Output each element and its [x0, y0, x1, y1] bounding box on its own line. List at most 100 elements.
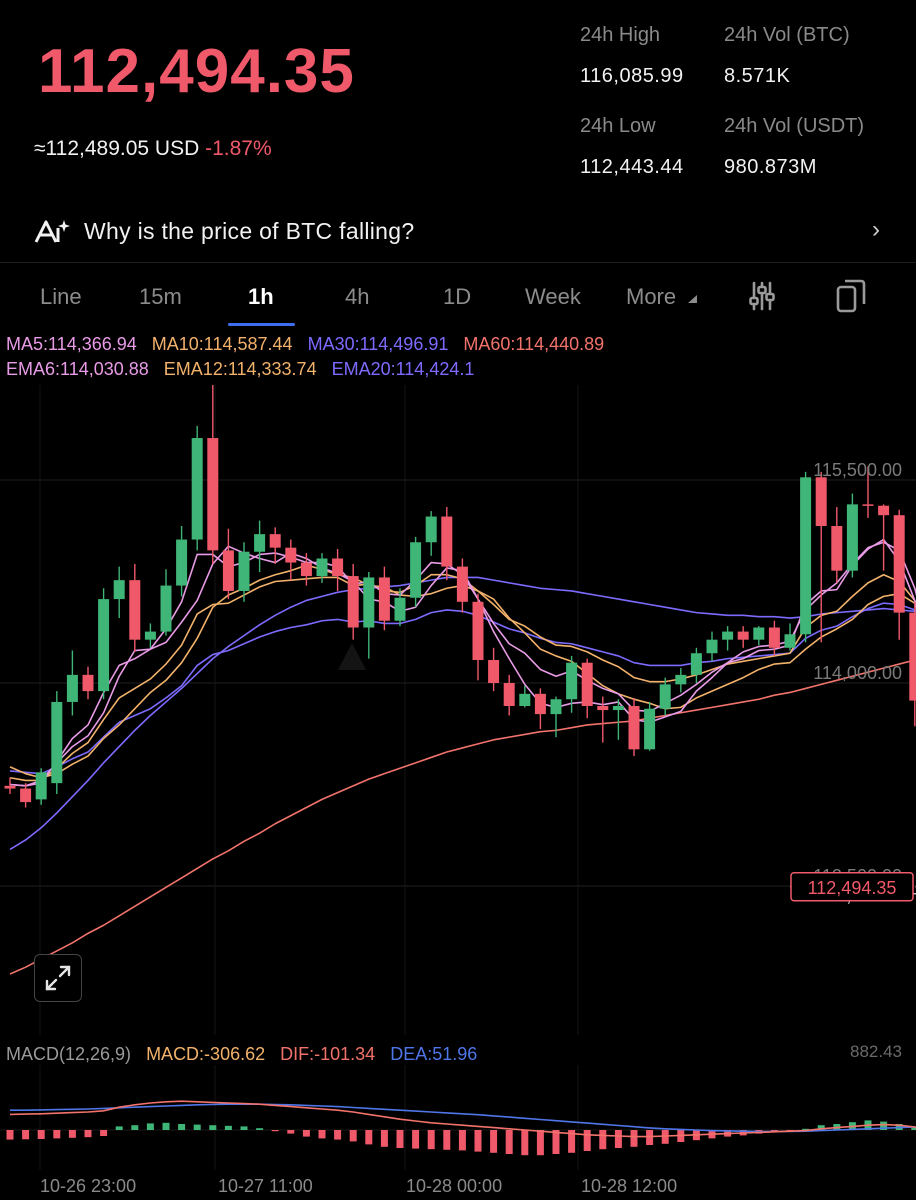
copy-icon[interactable]	[835, 278, 867, 314]
candle	[737, 626, 749, 648]
ema6-value: EMA6:114,030.88	[6, 359, 149, 379]
macd-histogram-bar	[209, 1125, 217, 1130]
macd-histogram-bar	[302, 1130, 310, 1137]
candle	[160, 569, 172, 636]
macd-histogram-bar	[521, 1130, 529, 1156]
ema6-line	[9, 538, 916, 787]
active-tab-indicator	[228, 323, 295, 326]
macd-histogram-bar	[490, 1130, 498, 1153]
divider	[0, 262, 916, 263]
vol-btc-value: 8.571K	[724, 65, 791, 87]
candle-body	[441, 516, 453, 567]
last-price-tag-label: 112,494.35	[808, 878, 897, 898]
macd-chart[interactable]	[0, 1065, 916, 1170]
candle	[893, 509, 905, 640]
tab-15m[interactable]: 15m	[139, 284, 182, 309]
candle	[784, 623, 796, 651]
candle-body	[706, 639, 718, 654]
macd-histogram-bar	[193, 1124, 201, 1130]
candle-body	[597, 706, 609, 711]
tab-1d[interactable]: 1D	[443, 284, 472, 309]
dea-value: DEA:51.96	[390, 1044, 478, 1064]
x-tick-label: 10-28 12:00	[581, 1176, 678, 1196]
chevron-right-icon: ›	[872, 216, 880, 243]
candle	[862, 466, 874, 518]
candle-body	[191, 438, 203, 540]
candle-body	[909, 612, 916, 701]
tab-week[interactable]: Week	[525, 284, 581, 309]
fullscreen-button[interactable]	[34, 954, 82, 1002]
y-tick-label: 114,000.00	[813, 663, 902, 683]
x-tick-label: 10-26 23:00	[40, 1176, 137, 1196]
candle	[347, 563, 359, 640]
x-tick-label: 10-27 11:00	[218, 1176, 313, 1196]
ai-sparkle-icon	[34, 220, 70, 243]
macd-legend: MACD(12,26,9) MACD:-306.62 DIF:-101.34 D…	[6, 1044, 477, 1065]
candle-body	[534, 693, 546, 715]
usd-approx-value: ≈112,489.05	[34, 137, 150, 160]
candle-body	[644, 708, 656, 750]
candle-body	[82, 674, 94, 692]
candle	[472, 593, 484, 681]
macd-histogram-bar	[37, 1130, 45, 1139]
tab-1h[interactable]: 1h	[248, 284, 274, 309]
x-axis: 10-26 23:00 10-27 11:00 10-28 00:00 10-2…	[0, 1165, 916, 1200]
candle	[597, 696, 609, 743]
candle	[503, 674, 515, 716]
candle	[659, 677, 671, 716]
candle-body	[753, 627, 765, 640]
macd-histogram-bar	[6, 1130, 14, 1140]
candle	[207, 385, 219, 564]
macd-histogram-bar	[178, 1124, 186, 1130]
macd-histogram-bar	[256, 1128, 264, 1130]
candle-body	[254, 534, 266, 552]
candle-body	[66, 674, 78, 702]
candle	[722, 626, 734, 651]
candle-body	[222, 550, 234, 591]
candle	[98, 588, 110, 700]
ma10-value: MA10:114,587.44	[151, 334, 293, 354]
last-price-tag	[790, 872, 914, 902]
high-24h-label: 24h High	[580, 24, 661, 46]
candle-body	[4, 785, 16, 789]
candle-body	[737, 631, 749, 640]
candle	[534, 688, 546, 730]
candle-body	[347, 576, 359, 628]
candle	[768, 620, 780, 656]
candle	[456, 558, 468, 613]
indicator-settings-icon[interactable]	[748, 280, 776, 312]
ai-question-label: Why is the price of BTC falling?	[84, 218, 415, 244]
ma60-value: MA60:114,440.89	[463, 334, 605, 354]
macd-histogram-bar	[474, 1130, 482, 1152]
candle	[831, 507, 843, 583]
candle-body	[488, 659, 500, 683]
macd-histogram-bar	[802, 1128, 810, 1130]
candle-body	[269, 534, 281, 548]
macd-histogram-bar	[412, 1130, 420, 1149]
ma60-line	[9, 658, 916, 975]
change-percent: -1.87%	[205, 137, 272, 160]
macd-histogram-bar	[817, 1125, 825, 1130]
tab-line[interactable]: Line	[40, 284, 82, 309]
candle-body	[472, 601, 484, 660]
candle-body	[503, 683, 515, 707]
candle-body	[394, 597, 406, 621]
candle-body	[690, 653, 702, 675]
candle	[800, 471, 812, 643]
candle	[394, 588, 406, 627]
candle	[425, 511, 437, 556]
candle	[363, 572, 375, 659]
tab-4h[interactable]: 4h	[345, 284, 370, 309]
candle-body	[300, 562, 312, 577]
ai-price-insight-row[interactable]: Why is the price of BTC falling? ›	[34, 212, 884, 252]
candlestick-chart[interactable]: 115,500.00114,000.00112,500.00116,399.99…	[0, 385, 916, 1035]
candle	[113, 566, 125, 619]
macd-scale-top: 882.43	[850, 1042, 902, 1061]
candle-body	[456, 566, 468, 602]
tab-more[interactable]: More	[626, 284, 698, 310]
candle-body	[784, 634, 796, 648]
watermark-logo	[338, 643, 366, 670]
low-24h-label: 24h Low	[580, 115, 656, 137]
candle	[566, 655, 578, 713]
macd-histogram-bar	[646, 1130, 654, 1145]
